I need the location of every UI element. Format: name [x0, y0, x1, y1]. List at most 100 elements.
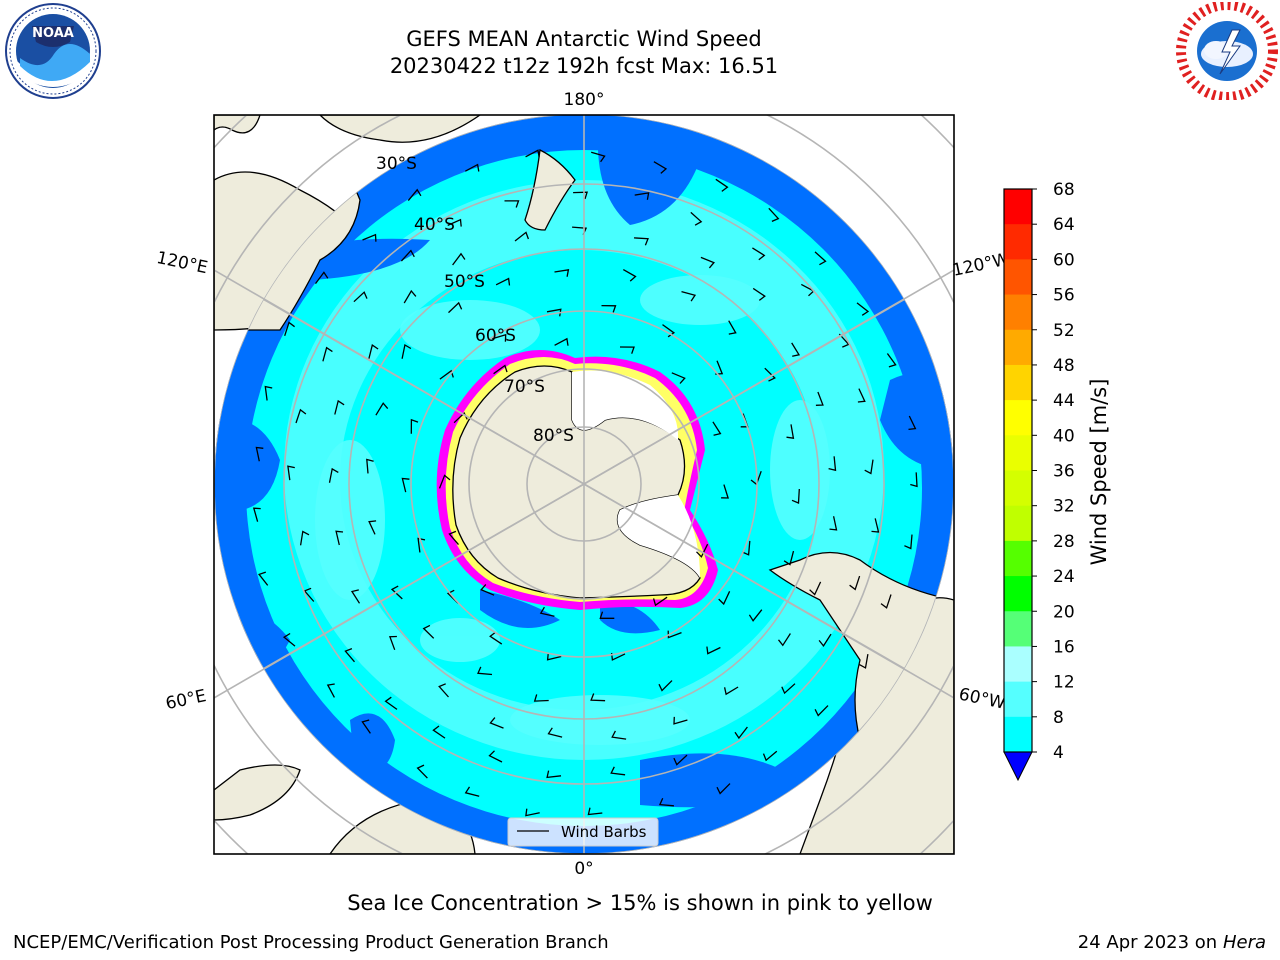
lon-label-60w: 60°W	[957, 684, 1007, 713]
wind-barb	[344, 647, 355, 663]
colorbar-bin	[1004, 611, 1032, 647]
colorbar-tick-label: 40	[1053, 426, 1075, 446]
colorbar-tick-label: 44	[1053, 391, 1075, 411]
wind-barbs	[252, 149, 918, 817]
wind-barb	[252, 507, 261, 522]
wind-barb	[904, 534, 913, 550]
lon-label-120e: 120°E	[155, 248, 210, 278]
wind-barb	[700, 256, 715, 269]
wind-barb	[514, 231, 530, 242]
legend-label: Wind Barbs	[561, 823, 647, 841]
wind-barb	[828, 456, 837, 472]
wind-barb	[489, 717, 504, 729]
wind-barb	[856, 302, 870, 316]
wind-barb	[886, 353, 897, 368]
footer-branch: NCEP/EMC/Verification Post Processing Pr…	[13, 932, 609, 953]
wind-barb	[829, 516, 838, 531]
wind-barb	[448, 530, 459, 546]
wind-barb	[791, 342, 801, 357]
wind-barb	[587, 807, 603, 816]
wind-barb	[599, 611, 615, 619]
wind-barb	[539, 606, 555, 617]
wind-barb	[818, 633, 832, 648]
lat-label-80s: 80°S	[533, 426, 574, 446]
wind-barb	[464, 163, 480, 172]
wind-barb	[452, 252, 466, 266]
wind-speed-12-16-patches	[315, 275, 830, 745]
wind-barb	[438, 683, 449, 698]
wind-barb	[255, 446, 264, 462]
colorbar-tick-label: 68	[1053, 180, 1075, 200]
wind-barb	[706, 646, 721, 655]
wind-barb	[407, 188, 422, 202]
chart-title: GEFS MEAN Antarctic Wind Speed	[406, 27, 762, 51]
colorbar-tick-label: 36	[1053, 462, 1075, 482]
wind-barb	[601, 304, 617, 313]
footer-host: Hera	[1222, 932, 1266, 953]
wind-barb	[814, 705, 829, 717]
lat-label-70s: 70°S	[504, 377, 545, 397]
wind-barb	[417, 537, 426, 553]
wind-barb	[547, 727, 563, 738]
colorbar-bin	[1004, 576, 1032, 612]
wind-barb	[619, 346, 635, 354]
wind-barb	[448, 301, 463, 314]
wind-barb	[658, 680, 673, 692]
lat-label-60s: 60°S	[475, 326, 516, 346]
colorbar-extend-triangle	[1003, 751, 1033, 782]
wind-barb	[634, 192, 650, 200]
colorbar-bin	[1004, 435, 1032, 471]
wind-barb	[633, 237, 649, 246]
wind-barb	[671, 372, 686, 384]
wind-barb	[715, 178, 729, 192]
wind-barb	[752, 247, 766, 261]
lon-label-0: 0°	[574, 859, 593, 879]
wind-barb	[611, 730, 627, 740]
wind-barb	[849, 575, 861, 591]
wind-barb	[303, 587, 315, 602]
wind-barb	[723, 686, 739, 696]
wind-barb	[401, 343, 412, 359]
colorbar-tick-label: 56	[1053, 286, 1075, 306]
wind-barb	[495, 277, 511, 286]
colorbar-bin	[1004, 294, 1032, 331]
wind-barb	[712, 421, 722, 436]
map-frame	[213, 114, 955, 855]
wind-barb	[464, 786, 480, 797]
wind-barb	[658, 797, 674, 807]
wind-barb	[353, 291, 368, 303]
wind-barb	[322, 346, 333, 362]
wind-barb	[554, 337, 569, 346]
wind-barb	[667, 630, 682, 639]
wind-barb	[718, 591, 731, 606]
lat-label-40s: 40°S	[414, 215, 455, 235]
wind-barb	[410, 418, 419, 434]
wind-barb	[287, 465, 295, 481]
wind-barb	[681, 290, 697, 302]
wind-barb	[910, 472, 918, 488]
wind-barb	[525, 149, 540, 158]
wind-barb	[857, 388, 866, 403]
colorbar-tick-label: 24	[1053, 567, 1075, 587]
wind-barb	[525, 808, 540, 817]
wind-barb	[622, 269, 637, 282]
colorbar-bin	[1004, 400, 1032, 436]
wind-barb	[809, 581, 822, 596]
wind-barbs-legend: Wind Barbs	[507, 817, 659, 847]
wind-barb	[859, 653, 869, 669]
wind-barb	[335, 530, 344, 546]
wind-barb	[480, 584, 495, 596]
colorbar-bin	[1004, 364, 1032, 401]
colorbar-tick-label: 64	[1053, 215, 1075, 235]
wind-barb	[350, 589, 361, 604]
wind-barb	[590, 693, 606, 702]
footer-date-text: 24 Apr 2023 on	[1077, 932, 1223, 953]
wind-barb	[546, 308, 562, 317]
wind-barb	[453, 412, 468, 424]
wind-barb	[368, 344, 379, 359]
wind-barb	[282, 632, 296, 647]
wind-barb	[493, 364, 508, 375]
wind-barb	[673, 716, 688, 725]
wind-barb	[361, 719, 371, 734]
wind-barb	[368, 520, 377, 535]
